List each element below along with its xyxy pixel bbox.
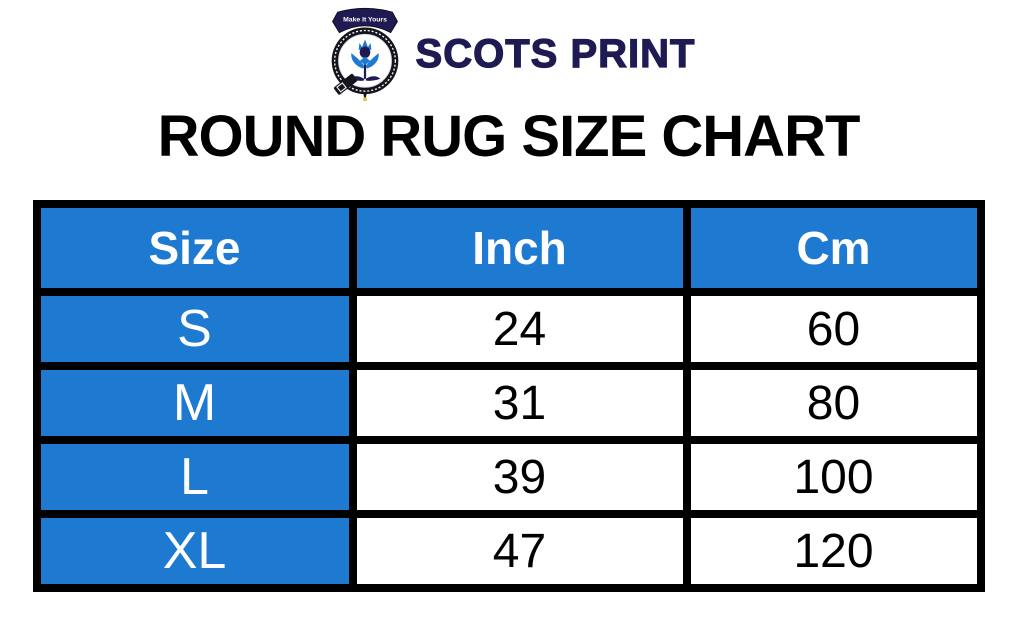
crest-banner-text: Make It Yours (343, 17, 387, 24)
column-header-cm: Cm (682, 200, 985, 296)
cell-xl-size: XL (32, 510, 357, 592)
column-header-size: Size (32, 200, 357, 296)
cell-s-cm: 60 (682, 288, 985, 370)
cell-l-size: L (32, 436, 357, 518)
scots-print-crest-logo-icon: Make It Yours (331, 7, 398, 101)
cell-xl-inch: 47 (348, 510, 691, 592)
page-title: ROUND RUG SIZE CHART (157, 104, 861, 169)
cell-xl-cm: 120 (682, 510, 985, 592)
table-row-m: M 31 80 (32, 362, 985, 444)
table-row-xl: XL 47 120 (32, 510, 985, 592)
crest-pearl-ring (333, 29, 396, 92)
brand-name: SCOTS PRINT (415, 31, 696, 76)
cell-l-inch: 39 (348, 436, 691, 518)
table-header-row: Size Inch Cm (32, 200, 985, 296)
cell-m-size: M (32, 362, 357, 444)
cell-l-cm: 100 (682, 436, 985, 518)
crest-banner: Make It Yours (331, 7, 398, 34)
brand-header: Make It Yours SCOTS PRINT (0, 0, 1017, 101)
column-header-inch: Inch (348, 200, 691, 296)
cell-m-cm: 80 (682, 362, 985, 444)
crest-buckle-strap (333, 73, 367, 101)
cell-m-inch: 31 (348, 362, 691, 444)
table-row-s: S 24 60 (32, 288, 985, 370)
size-chart-table: Size Inch Cm S 24 60 M 31 80 L 39 100 (32, 200, 985, 592)
table-row-l: L 39 100 (32, 436, 985, 518)
cell-s-size: S (32, 288, 357, 370)
cell-s-inch: 24 (348, 288, 691, 370)
